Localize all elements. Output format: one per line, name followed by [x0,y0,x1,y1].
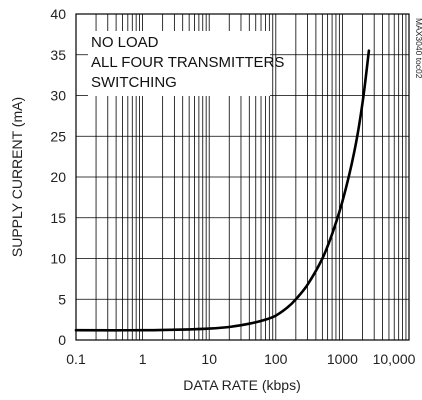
x-tick-label: 0.1 [66,351,86,367]
x-tick-label: 100 [264,351,288,367]
y-tick-label: 0 [58,332,66,348]
y-tick-label: 15 [50,210,66,226]
y-tick-label: 40 [50,6,66,22]
x-axis-title: DATA RATE (kbps) [183,377,300,393]
y-tick-label: 30 [50,88,66,104]
x-tick-labels: 0.1 1 10 100 1000 10,000 [66,351,415,367]
x-tick-label: 10,000 [373,351,416,367]
plot-frame [75,13,410,341]
y-tick-label: 5 [58,291,66,307]
figure-id: MAX3040 toc02 [414,18,422,79]
annotation-line-2: ALL FOUR TRANSMITTERS [91,54,284,71]
x-tick-label: 1 [139,351,147,367]
y-tick-label: 25 [50,128,66,144]
annotation-line-3: SWITCHING [91,74,177,91]
y-axis-title: SUPPLY CURRENT (mA) [9,97,25,257]
supply-current-curve [74,49,371,332]
y-tick-labels: 0 5 10 15 20 25 30 35 40 [50,6,66,348]
x-tick-label: 10 [201,351,217,367]
y-tick-label: 35 [50,47,66,63]
annotation-box: NO LOAD ALL FOUR TRANSMITTERS SWITCHING [88,31,284,96]
annotation-line-1: NO LOAD [91,34,159,51]
y-tick-label: 10 [50,251,66,267]
x-tick-label: 1000 [327,351,358,367]
y-tick-label: 20 [50,169,66,185]
